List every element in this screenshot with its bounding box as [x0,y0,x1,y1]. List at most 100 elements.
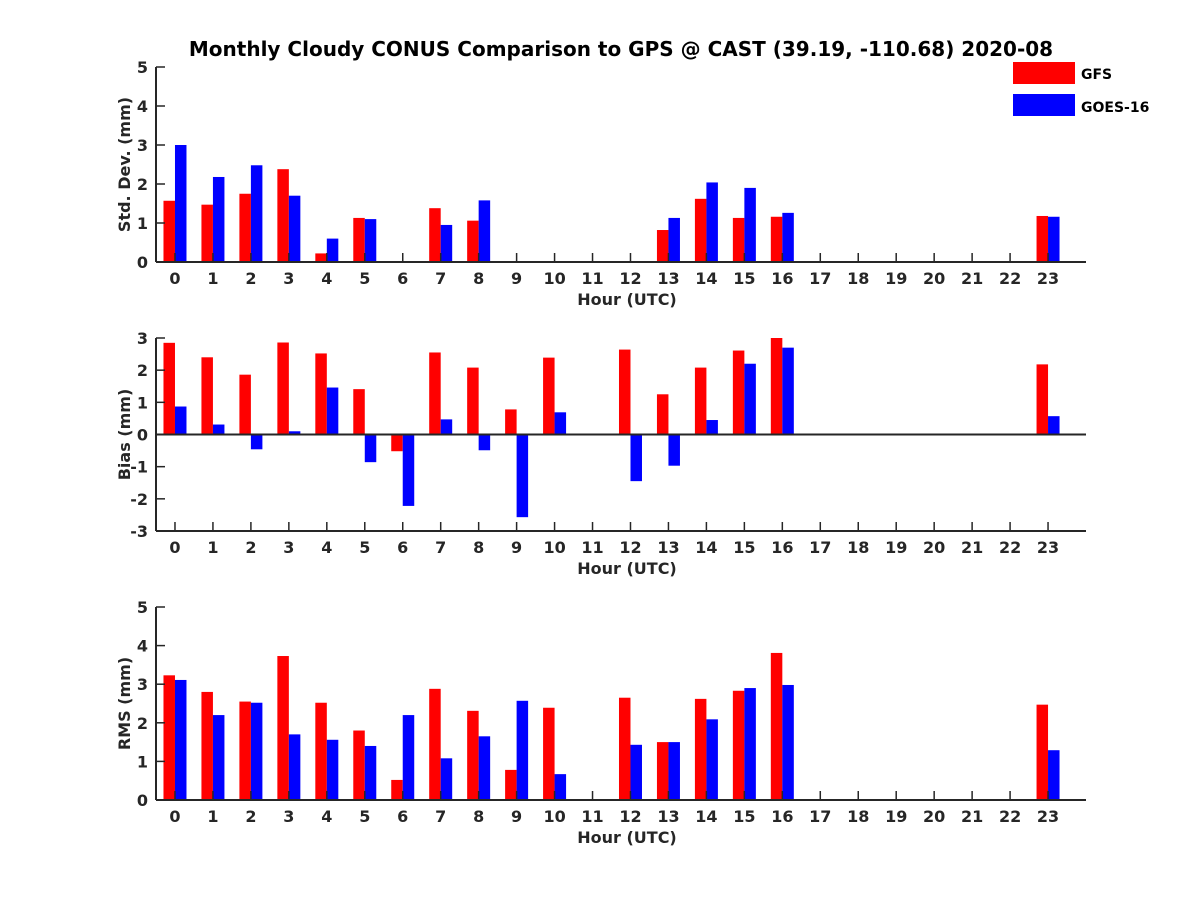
bias-x-tick-label: 15 [733,538,755,557]
rms-x-tick-label: 15 [733,807,755,826]
stddev-bar-gfs-hour-4 [315,253,327,262]
bias-x-tick-label: 2 [245,538,256,557]
bias-bar-goes16-hour-0 [174,406,187,435]
rms-y-tick-label: 3 [137,675,148,694]
stddev-x-tick-label: 1 [207,269,218,288]
bias-bar-goes16-hour-2 [250,434,263,450]
rms-x-tick-label: 12 [619,807,641,826]
bias-bar-gfs-hour-0 [163,342,175,435]
stddev-y-axis-label: Std. Dev. (mm) [115,97,134,232]
rms-bar-goes16-hour-10 [554,774,567,800]
rms-bar-goes16-hour-14 [706,719,718,800]
stddev-x-tick-label: 6 [397,269,408,288]
stddev-x-tick-label: 20 [923,269,945,288]
bias-bar-gfs-hour-6 [391,434,403,452]
bias-bar-goes16-hour-5 [364,434,377,463]
rms-bar-gfs-hour-14 [694,698,707,800]
rms-y-tick-label: 5 [137,598,148,617]
stddev-x-tick-label: 18 [847,269,869,288]
rms-bar-gfs-hour-16 [770,652,783,800]
legend: GFS GOES-16 [1013,62,1149,116]
bias-bar-gfs-hour-10 [543,357,555,435]
stddev-bar-goes16-hour-0 [174,145,187,262]
bias-bar-goes16-hour-3 [288,431,301,435]
bias-x-tick-label: 6 [397,538,408,557]
rms-bar-gfs-hour-0 [163,675,175,800]
bias-bar-gfs-hour-23 [1036,364,1049,435]
stddev-y-tick-label: 2 [137,175,148,194]
bias-bar-gfs-hour-16 [770,338,783,435]
rms-bar-goes16-hour-4 [326,739,339,800]
rms-y-tick-label: 0 [137,791,148,810]
rms-bar-goes16-hour-16 [782,684,794,800]
bias-x-tick-label: 19 [885,538,907,557]
rms-bar-gfs-hour-3 [277,656,289,800]
bias-bar-gfs-hour-3 [277,342,289,435]
stddev-x-axis-label: Hour (UTC) [577,290,677,309]
bias-x-tick-label: 17 [809,538,831,557]
bias-x-tick-label: 11 [581,538,603,557]
bias-x-tick-label: 10 [543,538,565,557]
bias-bar-gfs-hour-1 [201,357,213,435]
stddev-bar-gfs-hour-23 [1036,215,1049,262]
stddev-bar-goes16-hour-23 [1048,216,1060,262]
stddev-x-tick-label: 14 [695,269,717,288]
rms-y-tick-label: 2 [137,714,148,733]
legend-label-gfs: GFS [1081,67,1112,83]
rms-y-tick-label: 1 [137,752,148,771]
rms-bar-goes16-hour-5 [364,745,377,800]
bias-bar-goes16-hour-16 [782,347,794,435]
bias-bar-goes16-hour-12 [630,434,642,482]
bias-bar-gfs-hour-2 [239,374,251,435]
stddev-bar-gfs-hour-8 [467,220,479,262]
stddev-bar-gfs-hour-3 [277,169,289,262]
bias-bar-gfs-hour-13 [656,394,669,435]
bias-bar-gfs-hour-4 [315,353,327,435]
rms-x-tick-label: 2 [245,807,256,826]
rms-bar-gfs-hour-9 [505,769,517,800]
stddev-x-tick-label: 7 [435,269,446,288]
stddev-x-tick-label: 22 [999,269,1021,288]
rms-x-tick-label: 23 [1037,807,1059,826]
bias-bar-gfs-hour-7 [429,352,441,435]
rms-x-tick-label: 6 [397,807,408,826]
rms-x-tick-label: 18 [847,807,869,826]
stddev-bar-goes16-hour-7 [440,224,453,262]
bias-bar-goes16-hour-13 [668,434,680,466]
stddev-bar-gfs-hour-1 [201,204,213,262]
stddev-x-tick-label: 0 [169,269,180,288]
stddev-y-tick-label: 4 [137,97,148,116]
bias-x-tick-label: 16 [771,538,793,557]
bias-bar-gfs-hour-15 [732,350,745,435]
bias-x-tick-label: 7 [435,538,446,557]
rms-bar-gfs-hour-5 [353,730,365,800]
bias-x-tick-label: 20 [923,538,945,557]
stddev-bar-goes16-hour-1 [212,176,225,262]
bias-bar-gfs-hour-9 [505,409,517,435]
rms-x-tick-label: 16 [771,807,793,826]
rms-x-tick-label: 14 [695,807,717,826]
rms-bar-goes16-hour-12 [630,744,642,800]
rms-x-axis-label: Hour (UTC) [577,828,677,847]
bias-y-tick-label: 0 [137,426,148,445]
stddev-bar-gfs-hour-14 [694,198,707,262]
bias-y-tick-label: 3 [137,329,148,348]
bias-bar-gfs-hour-8 [467,367,479,435]
stddev-x-tick-label: 10 [543,269,565,288]
rms-bar-gfs-hour-23 [1036,704,1049,800]
rms-bar-gfs-hour-2 [239,701,251,800]
bias-bar-gfs-hour-12 [618,349,631,435]
stddev-bar-goes16-hour-5 [364,219,377,262]
bias-x-tick-label: 4 [321,538,332,557]
stddev-x-tick-label: 4 [321,269,332,288]
rms-bar-goes16-hour-1 [212,715,225,800]
rms-bar-gfs-hour-8 [467,710,479,800]
rms-x-tick-label: 17 [809,807,831,826]
stddev-bar-gfs-hour-5 [353,217,365,262]
rms-x-tick-label: 11 [581,807,603,826]
rms-bar-gfs-hour-4 [315,702,327,800]
bias-x-tick-label: 0 [169,538,180,557]
